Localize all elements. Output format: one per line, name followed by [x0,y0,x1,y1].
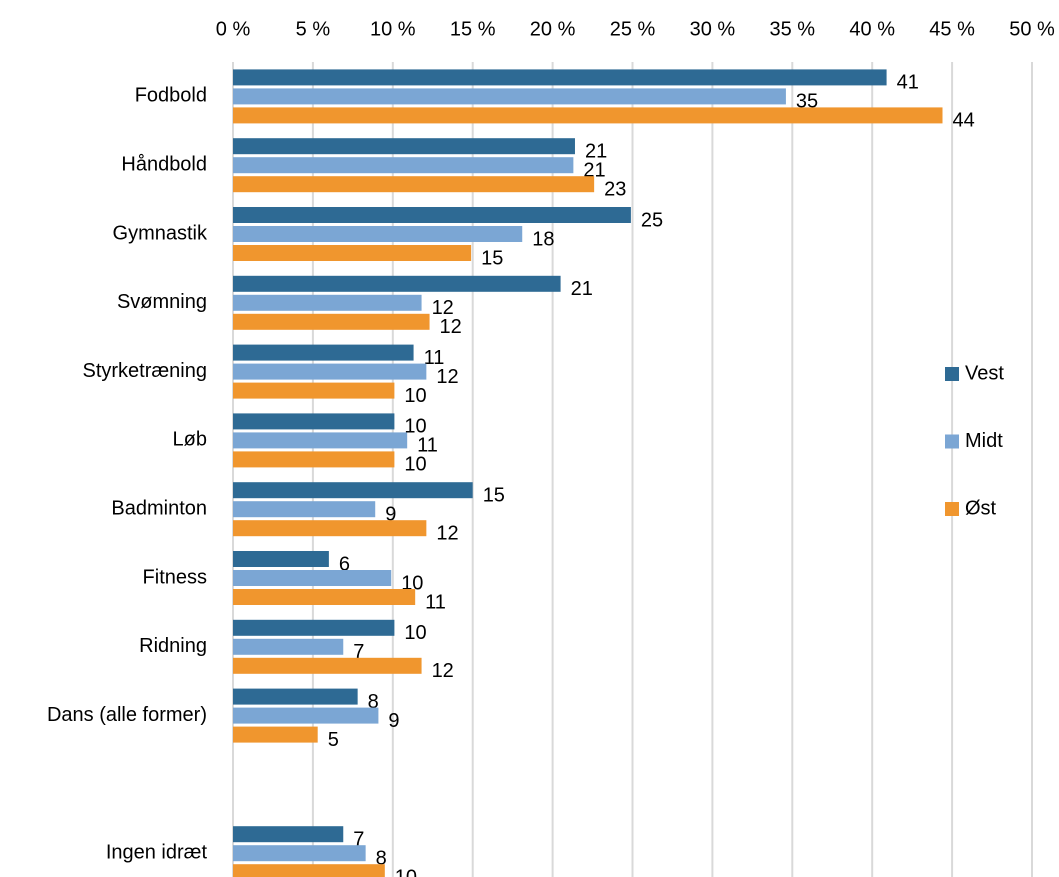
bar [233,589,416,605]
category-label: Fitness [143,566,207,588]
value-label: 12 [432,660,454,682]
bar [233,688,358,705]
x-tick-label: 15 % [450,18,496,40]
bar [233,413,395,430]
bar [233,344,414,361]
value-label: 6 [339,553,350,575]
value-label: 10 [404,622,426,644]
legend-label: Øst [965,497,997,519]
category-label: Ingen idræt [106,841,208,863]
bar [233,482,473,499]
value-label: 15 [481,247,503,269]
value-label: 23 [604,178,626,200]
bar [233,845,366,862]
value-label: 12 [432,297,454,319]
value-label: 5 [328,729,339,751]
value-label: 21 [585,140,607,162]
x-tick-label: 0 % [216,18,251,40]
legend-swatch [945,434,959,449]
bar [233,138,575,155]
x-tick-label: 5 % [296,18,331,40]
legend-swatch [945,367,959,381]
value-label: 18 [532,228,554,250]
value-label: 11 [424,347,445,369]
category-label: Håndbold [121,153,207,175]
bar [233,226,523,242]
value-label: 8 [368,691,379,713]
bar [233,707,379,724]
value-label: 21 [571,278,593,300]
bar [233,157,574,174]
bar [233,69,887,86]
bar [233,432,408,449]
bar [233,570,392,586]
value-label: 10 [395,866,417,877]
bar [233,176,595,193]
category-label: Fodbold [135,85,207,107]
category-label: Svømning [117,291,207,313]
value-label: 41 [897,72,919,94]
bar [233,726,318,743]
value-label: 12 [436,366,458,388]
value-label: 10 [404,416,426,438]
x-tick-label: 25 % [610,18,656,40]
x-tick-label: 10 % [370,18,416,40]
bar [233,638,344,655]
x-tick-label: 45 % [929,18,975,40]
category-label: Løb [173,429,207,451]
category-label: Gymnastik [113,222,208,244]
value-label: 44 [953,110,975,132]
value-label: 9 [385,503,396,525]
bar [233,245,472,261]
legend-label: Vest [965,362,1004,384]
legend-swatch [945,502,959,516]
bar [233,107,943,124]
value-label: 11 [417,435,438,457]
value-label: 25 [641,209,663,231]
value-label: 10 [404,385,426,407]
value-label: 15 [483,484,505,506]
x-tick-label: 40 % [849,18,895,40]
bar [233,88,786,105]
bar [233,520,427,537]
legend-label: Midt [965,430,1003,452]
category-label: Dans (alle former) [47,704,207,726]
value-label: 7 [353,828,364,850]
bar [233,619,395,636]
x-tick-label: 20 % [530,18,576,40]
bar [233,501,376,518]
x-tick-label: 30 % [690,18,736,40]
x-tick-label: 35 % [770,18,816,40]
bar [233,313,430,330]
value-label: 10 [404,454,426,476]
bar [233,275,561,292]
bar [233,207,631,223]
value-label: 35 [796,91,818,113]
value-label: 11 [425,591,446,613]
category-label: Ridning [139,635,207,657]
bar [233,451,395,468]
bar [233,657,422,674]
value-label: 8 [376,847,387,869]
bar [233,294,422,311]
value-label: 12 [436,522,458,544]
value-label: 21 [583,159,605,181]
bar [233,826,344,843]
bar [233,864,385,877]
category-label: Badminton [111,497,207,519]
value-label: 12 [440,316,462,338]
value-label: 9 [388,710,399,732]
bar [233,363,427,380]
value-label: 7 [353,641,364,663]
value-label: 10 [401,572,423,594]
bar [233,551,329,567]
category-label: Styrketræning [83,360,208,382]
bar [233,382,395,399]
x-tick-label: 50 % [1009,18,1055,40]
